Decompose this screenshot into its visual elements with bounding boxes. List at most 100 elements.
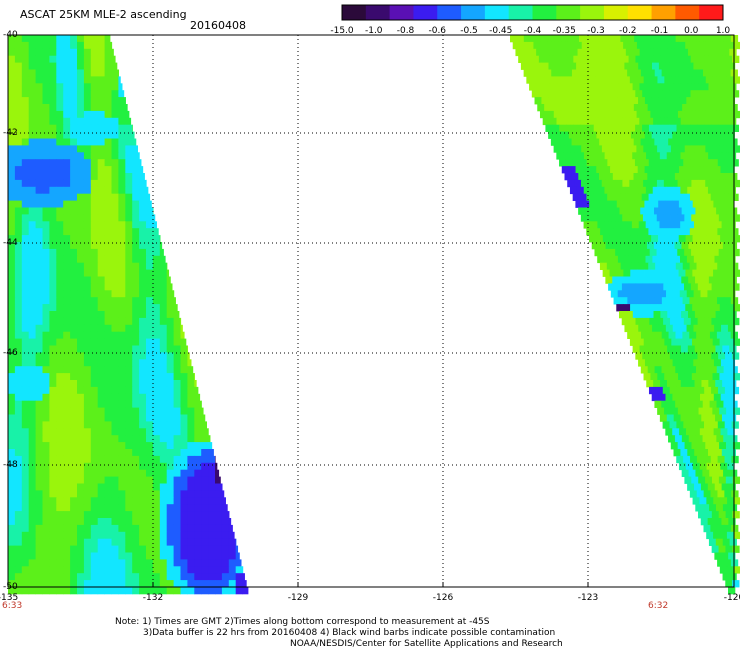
- swath-cell: [573, 90, 581, 98]
- swath-cell: [35, 76, 43, 84]
- swath-cell: [56, 221, 64, 229]
- swath-cell: [152, 214, 156, 222]
- swath-cell: [125, 531, 133, 540]
- swath-cell: [97, 490, 105, 498]
- swath-cell: [676, 317, 685, 326]
- swath-cell: [28, 311, 36, 319]
- swath-cell: [711, 248, 720, 257]
- swath-cell: [49, 524, 57, 533]
- swath-cell: [659, 152, 668, 160]
- swath-cell: [125, 393, 133, 402]
- swath-cell: [642, 283, 650, 291]
- swath-cell: [619, 138, 628, 146]
- swath-cell: [49, 449, 57, 457]
- swath-cell: [630, 304, 638, 312]
- swath-cell: [77, 69, 85, 77]
- swath-cell: [83, 104, 92, 112]
- swath-cell: [42, 373, 50, 381]
- swath-cell: [139, 455, 147, 464]
- swath-cell: [703, 490, 711, 498]
- swath-cell: [235, 538, 237, 546]
- swath-cell: [35, 83, 43, 91]
- swath-cell: [173, 421, 181, 429]
- swath-cell: [139, 304, 147, 312]
- swath-cell: [104, 290, 112, 298]
- swath-cell: [531, 90, 540, 98]
- swath-cell: [639, 311, 647, 319]
- swath-cell: [669, 352, 678, 360]
- swath-cell: [152, 483, 161, 491]
- swath-cell: [726, 304, 734, 312]
- swath-cell: [622, 214, 630, 222]
- swath-cell: [97, 104, 105, 112]
- swath-cell: [689, 331, 697, 339]
- swath-cell: [56, 290, 64, 298]
- swath-cell: [77, 311, 85, 319]
- swath-cell: [125, 262, 133, 270]
- swath-cell: [646, 380, 654, 388]
- colorbar-swatch: [365, 5, 391, 20]
- swath-cell: [8, 83, 16, 91]
- swath-cell: [716, 469, 724, 477]
- swath-cell: [694, 48, 703, 57]
- swath-cell: [639, 276, 648, 284]
- swath-cell: [659, 186, 667, 195]
- swath-cell: [21, 345, 30, 353]
- swath-cell: [667, 83, 675, 91]
- swath-cell: [661, 297, 670, 305]
- swath-cell: [152, 317, 161, 326]
- swath-cell: [152, 269, 161, 277]
- swath-cell: [63, 352, 71, 360]
- swath-cell: [70, 573, 78, 581]
- swath-cell: [125, 311, 133, 319]
- swath-cell: [111, 290, 119, 298]
- swath-cell: [597, 221, 605, 229]
- swath-cell: [139, 366, 147, 374]
- swath-cell: [692, 304, 700, 312]
- swath-cell: [125, 221, 133, 229]
- swath-cell: [683, 55, 692, 63]
- swath-cell: [132, 587, 140, 595]
- swath-cell: [641, 193, 649, 201]
- swath-cell: [173, 545, 181, 553]
- swath-cell: [49, 186, 57, 195]
- swath-cell: [605, 207, 614, 215]
- swath-cell: [132, 490, 140, 498]
- swath-cell: [654, 69, 663, 77]
- swath-cell: [173, 359, 181, 367]
- swath-cell: [635, 90, 643, 98]
- swath-cell: [49, 110, 57, 119]
- swath-cell: [631, 290, 639, 298]
- swath-cell: [70, 62, 78, 70]
- swath-cell: [623, 166, 632, 174]
- swath-cell: [731, 524, 739, 533]
- swath-cell: [111, 311, 119, 319]
- swath-cell: [139, 166, 144, 174]
- swath-cell: [132, 511, 140, 519]
- swath-cell: [28, 283, 36, 291]
- swath-cell: [706, 462, 714, 471]
- swath-cell: [152, 324, 161, 333]
- swath-cell: [159, 497, 168, 505]
- swath-cell: [111, 490, 119, 498]
- swath-cell: [111, 117, 119, 126]
- swath-cell: [111, 255, 119, 264]
- swath-cell: [14, 290, 23, 298]
- swath-cell: [8, 497, 16, 505]
- swath-cell: [90, 497, 99, 505]
- swath-cell: [49, 545, 57, 553]
- swath-cell: [14, 455, 23, 464]
- swath-cell: [727, 359, 736, 367]
- swath-cell: [63, 538, 71, 546]
- swath-cell: [180, 366, 188, 374]
- swath-cell: [187, 359, 192, 367]
- swath-cell: [42, 311, 50, 319]
- swath-cell: [594, 248, 602, 257]
- swath-cell: [63, 531, 71, 540]
- swath-cell: [570, 83, 578, 91]
- swath-cell: [215, 531, 223, 540]
- swath-cell: [663, 317, 671, 326]
- swath-cell: [194, 545, 202, 553]
- swath-cell: [118, 504, 126, 512]
- swath-cell: [118, 83, 123, 91]
